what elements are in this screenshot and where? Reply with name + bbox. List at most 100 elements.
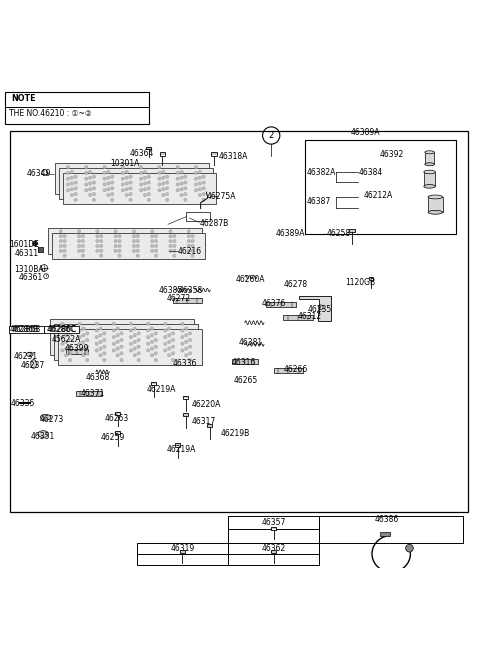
Text: 46286B: 46286B: [12, 325, 40, 334]
Bar: [228, 529, 319, 542]
Bar: [271, 550, 276, 553]
Circle shape: [146, 322, 150, 326]
Text: 46358: 46358: [179, 286, 204, 295]
Circle shape: [112, 342, 116, 345]
FancyBboxPatch shape: [48, 228, 202, 254]
Circle shape: [188, 358, 192, 362]
Circle shape: [180, 187, 183, 191]
Circle shape: [125, 182, 128, 185]
Circle shape: [144, 193, 147, 196]
Text: 46399: 46399: [65, 344, 89, 353]
Bar: [319, 515, 463, 542]
Circle shape: [164, 335, 167, 339]
Text: 46351: 46351: [30, 432, 55, 441]
Circle shape: [129, 348, 132, 352]
Circle shape: [188, 331, 192, 335]
Circle shape: [171, 358, 175, 362]
Circle shape: [120, 345, 123, 348]
Text: 46362: 46362: [262, 544, 286, 553]
Circle shape: [154, 352, 157, 355]
Circle shape: [136, 244, 140, 248]
Circle shape: [166, 175, 169, 178]
Circle shape: [121, 177, 124, 180]
Circle shape: [184, 193, 187, 196]
Circle shape: [112, 348, 116, 352]
Bar: [175, 443, 180, 447]
Circle shape: [64, 333, 68, 337]
Circle shape: [81, 254, 84, 257]
Circle shape: [129, 198, 132, 202]
Circle shape: [187, 240, 191, 243]
Text: 46384: 46384: [359, 168, 384, 178]
Circle shape: [136, 234, 140, 238]
Circle shape: [133, 347, 136, 350]
Circle shape: [118, 249, 121, 252]
Text: 46263: 46263: [105, 414, 129, 423]
Circle shape: [74, 175, 77, 178]
Circle shape: [180, 170, 183, 174]
Circle shape: [151, 240, 154, 243]
Text: 46364: 46364: [130, 149, 154, 159]
Circle shape: [107, 170, 110, 174]
Circle shape: [129, 181, 132, 184]
Circle shape: [92, 193, 96, 196]
Text: 46212A: 46212A: [364, 191, 393, 200]
Circle shape: [169, 240, 172, 243]
Circle shape: [151, 249, 154, 253]
Circle shape: [78, 335, 81, 339]
Circle shape: [84, 166, 88, 169]
Circle shape: [116, 347, 120, 350]
Circle shape: [107, 176, 110, 179]
Bar: [183, 396, 189, 399]
Text: 46371: 46371: [81, 389, 105, 398]
Circle shape: [64, 327, 68, 330]
Circle shape: [146, 329, 150, 332]
Bar: [228, 554, 319, 565]
Circle shape: [150, 340, 154, 344]
Circle shape: [155, 244, 158, 248]
Circle shape: [198, 170, 202, 174]
Circle shape: [77, 230, 81, 233]
Circle shape: [60, 348, 64, 352]
Circle shape: [59, 240, 62, 243]
Circle shape: [92, 175, 96, 178]
Bar: [173, 298, 202, 303]
Text: 1601DE: 1601DE: [10, 240, 39, 250]
Ellipse shape: [428, 210, 443, 214]
Circle shape: [110, 181, 114, 184]
Text: 46220A: 46220A: [192, 400, 221, 409]
Circle shape: [95, 342, 98, 345]
Circle shape: [180, 335, 184, 339]
Circle shape: [103, 171, 106, 175]
Circle shape: [63, 254, 66, 257]
Circle shape: [162, 187, 165, 191]
Circle shape: [180, 329, 184, 332]
Text: 46387: 46387: [306, 197, 331, 206]
Circle shape: [168, 354, 171, 357]
Circle shape: [77, 244, 81, 248]
Text: 46385: 46385: [158, 286, 183, 295]
Circle shape: [166, 181, 169, 184]
Text: 46265: 46265: [234, 376, 258, 384]
Circle shape: [198, 176, 202, 179]
Text: 46381: 46381: [239, 339, 263, 347]
Circle shape: [60, 335, 64, 339]
Text: 46219A: 46219A: [167, 445, 196, 455]
Circle shape: [133, 354, 136, 357]
Circle shape: [95, 335, 98, 339]
Ellipse shape: [425, 163, 434, 166]
Circle shape: [60, 322, 64, 326]
Circle shape: [70, 176, 73, 179]
Circle shape: [82, 340, 85, 344]
Circle shape: [132, 249, 136, 253]
Bar: [115, 411, 120, 415]
Circle shape: [70, 193, 73, 196]
FancyBboxPatch shape: [52, 233, 205, 259]
Circle shape: [140, 166, 143, 169]
Bar: [305, 140, 456, 234]
Circle shape: [202, 187, 205, 190]
Text: 46376: 46376: [262, 299, 286, 308]
Circle shape: [162, 193, 165, 196]
Circle shape: [88, 176, 92, 179]
Circle shape: [82, 347, 85, 350]
